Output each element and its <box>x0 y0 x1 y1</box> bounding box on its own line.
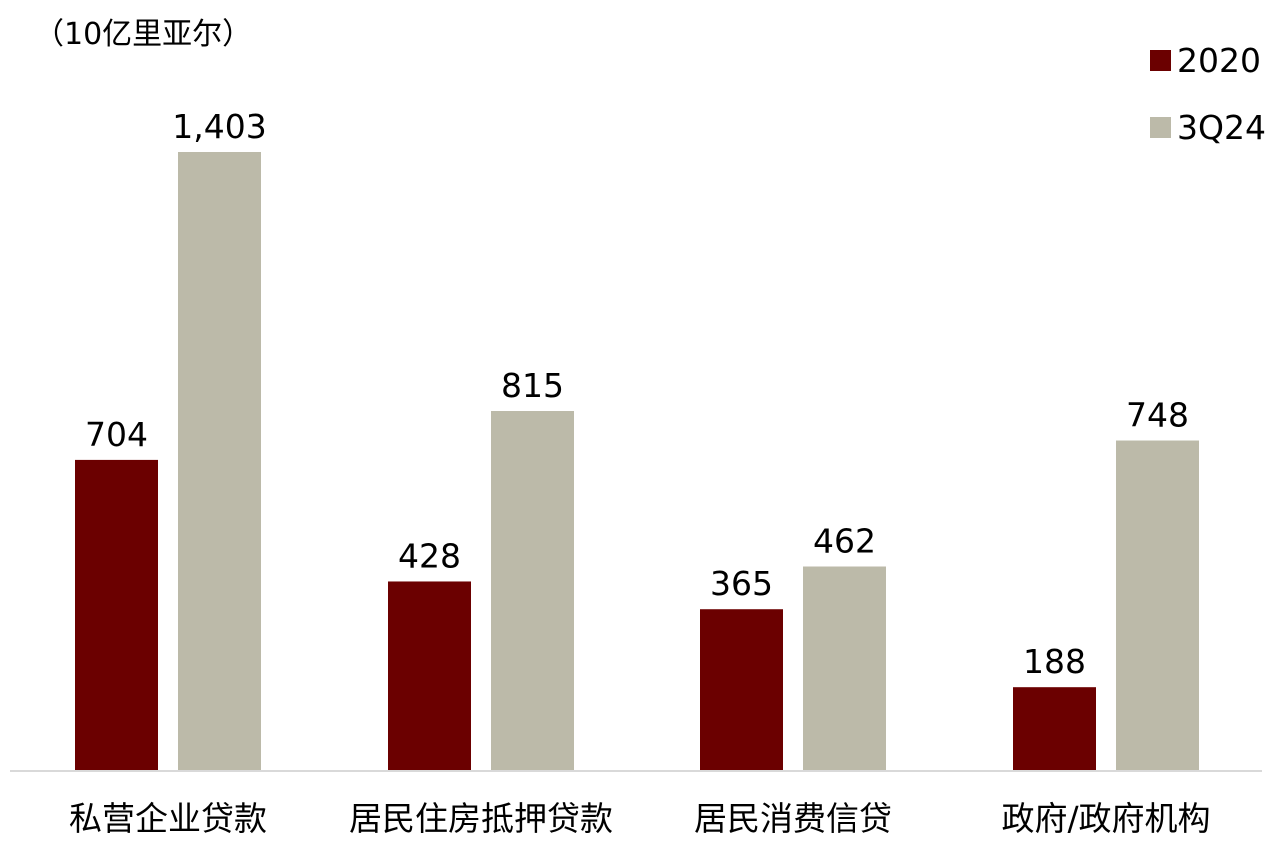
bars-group <box>75 152 1199 770</box>
data-labels-group: 704 1,403 428 815 365 462 188 748 <box>85 107 1189 681</box>
bar-3q24-1 <box>491 411 574 770</box>
category-label-0: 私营企业贷款 <box>69 799 267 838</box>
legend-label-3q24: 3Q24 <box>1177 108 1266 147</box>
bar-2020-1 <box>388 581 471 770</box>
data-label-2020-2: 365 <box>710 564 773 603</box>
bar-3q24-2 <box>803 566 886 770</box>
data-label-3q24-1: 815 <box>501 366 564 405</box>
unit-label: （10亿里亚尔） <box>34 17 252 52</box>
category-label-3: 政府/政府机构 <box>1001 799 1210 838</box>
bar-2020-2 <box>700 609 783 770</box>
legend: 2020 3Q24 <box>1150 41 1266 147</box>
category-labels-group: 私营企业贷款 居民住房抵押贷款 居民消费信贷 政府/政府机构 <box>69 799 1211 838</box>
bar-2020-3 <box>1013 687 1096 770</box>
category-label-2: 居民消费信贷 <box>694 799 892 838</box>
legend-swatch-2020 <box>1150 50 1171 71</box>
data-label-3q24-0: 1,403 <box>172 107 266 146</box>
legend-swatch-3q24 <box>1150 117 1171 138</box>
data-label-2020-3: 188 <box>1023 642 1086 681</box>
bar-3q24-0 <box>178 152 261 770</box>
data-label-3q24-3: 748 <box>1126 396 1189 435</box>
legend-label-2020: 2020 <box>1177 41 1261 80</box>
data-label-2020-1: 428 <box>398 536 461 575</box>
category-label-1: 居民住房抵押贷款 <box>349 799 613 838</box>
data-label-3q24-2: 462 <box>813 521 876 560</box>
data-label-2020-0: 704 <box>85 415 148 454</box>
bar-2020-0 <box>75 459 158 770</box>
bar-3q24-3 <box>1116 440 1199 770</box>
